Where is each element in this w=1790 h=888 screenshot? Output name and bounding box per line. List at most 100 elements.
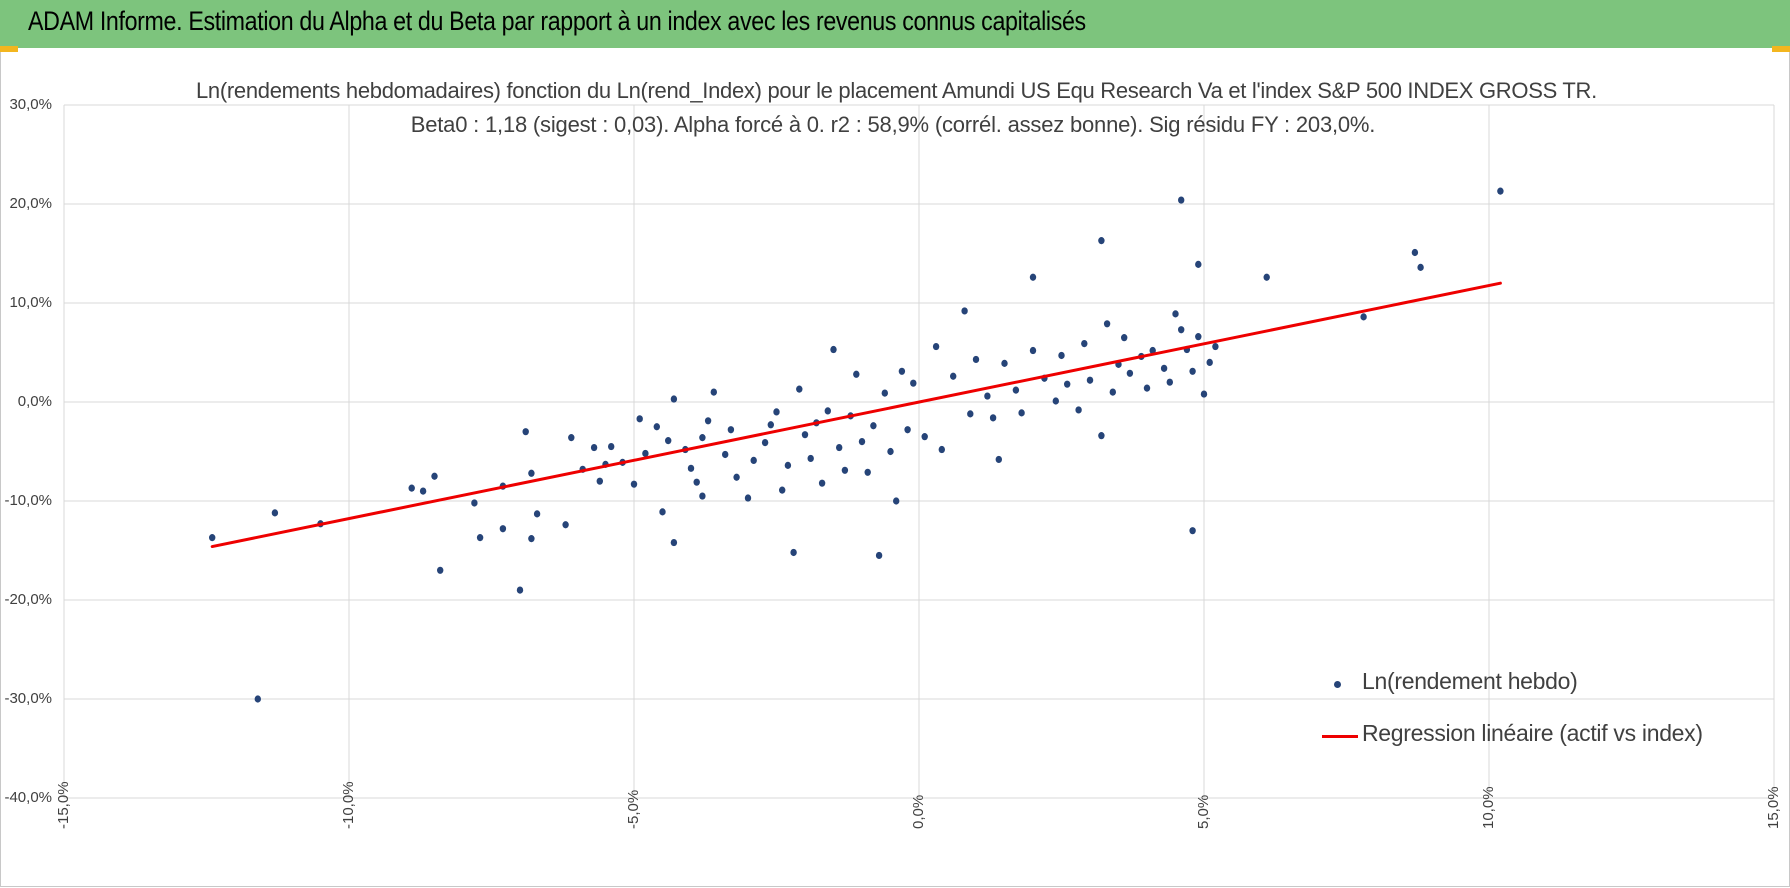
data-point (1081, 339, 1088, 348)
x-tick-label: -10,0% (340, 781, 357, 829)
data-point (699, 434, 706, 442)
data-point (864, 468, 871, 476)
x-tick-label: 15,0% (1765, 786, 1782, 829)
data-point (710, 388, 717, 396)
data-point (1064, 380, 1071, 388)
data-point (853, 370, 860, 378)
data-point (1058, 351, 1065, 360)
data-point (1206, 358, 1213, 366)
legend-label-line: Regression linéaire (actif vs index) (1362, 720, 1703, 746)
data-point (659, 508, 666, 516)
data-point (824, 407, 831, 415)
data-point (898, 367, 906, 375)
data-point (1172, 310, 1179, 318)
y-tick-label: 10,0% (9, 294, 52, 311)
data-point (961, 307, 968, 315)
data-point (875, 551, 883, 560)
y-tick-label: 30,0% (9, 96, 52, 113)
data-point (608, 442, 615, 451)
data-point (1160, 364, 1168, 372)
y-tick-label: -30,0% (4, 690, 52, 707)
regression-layer (210, 281, 1502, 549)
data-point (932, 342, 940, 351)
chart-title: Ln(rendements hebdomadaires) fonction du… (196, 78, 1597, 103)
data-point (858, 438, 866, 446)
corner-marker-right (1772, 46, 1790, 52)
data-point (830, 345, 837, 354)
data-point (1189, 527, 1196, 535)
data-point (1098, 237, 1105, 245)
data-point (722, 450, 729, 459)
data-point (254, 695, 261, 703)
data-point (653, 423, 660, 431)
data-point (568, 434, 575, 442)
data-point (1417, 263, 1424, 271)
data-point (773, 408, 780, 416)
data-point (1149, 346, 1156, 355)
data-point (1109, 388, 1117, 396)
data-point (750, 456, 757, 465)
data-point (761, 438, 769, 447)
x-tick-label: 0,0% (910, 794, 927, 829)
data-point (533, 510, 541, 518)
data-point (784, 461, 792, 469)
grid-layer (63, 104, 1775, 799)
data-point (984, 392, 991, 400)
data-point (1012, 386, 1020, 394)
data-point (790, 548, 797, 557)
data-point (528, 535, 535, 543)
data-point (471, 499, 478, 507)
data-point (950, 372, 957, 380)
data-point (744, 494, 752, 502)
y-tick-label: -20,0% (4, 591, 52, 608)
data-point (704, 417, 712, 425)
data-point (1166, 378, 1174, 386)
data-point (1001, 359, 1008, 367)
data-point (1086, 376, 1094, 384)
data-point (1098, 432, 1105, 440)
data-point (841, 466, 849, 474)
data-point (893, 497, 900, 505)
header-banner: ADAM Informe. Estimation du Alpha et du … (0, 0, 1790, 48)
x-tick-label: -15,0% (55, 781, 72, 829)
data-point (431, 472, 438, 480)
chart-frame (0, 52, 1790, 887)
data-point (1360, 313, 1367, 321)
data-point (801, 431, 809, 439)
data-point (516, 586, 524, 594)
data-point (727, 426, 735, 434)
y-tick-label: -40,0% (4, 789, 52, 806)
data-point (670, 538, 678, 547)
page-title: ADAM Informe. Estimation du Alpha et du … (28, 6, 1086, 36)
x-tick-label: -5,0% (625, 789, 642, 829)
data-point (1212, 342, 1219, 351)
data-point (209, 534, 216, 542)
data-point (733, 473, 740, 481)
corner-marker-left (0, 46, 18, 52)
data-point (1195, 260, 1202, 268)
data-point (1178, 326, 1185, 334)
data-point (870, 422, 877, 430)
data-point (910, 379, 917, 387)
data-point (271, 509, 279, 517)
legend-label-scatter: Ln(rendement hebdo) (1362, 668, 1578, 694)
legend-marker-line (1322, 735, 1358, 738)
data-point (596, 477, 603, 485)
data-point (408, 484, 415, 492)
data-point (887, 447, 894, 456)
data-point (562, 521, 569, 529)
data-point (437, 566, 444, 574)
data-point (1497, 187, 1504, 195)
data-point (1018, 409, 1025, 417)
data-point (687, 464, 695, 472)
data-point (1029, 273, 1037, 281)
x-tick-label: 10,0% (1480, 786, 1497, 829)
data-point (1189, 367, 1196, 375)
data-point (967, 410, 974, 418)
data-point (938, 445, 945, 454)
points-layer (209, 187, 1504, 703)
data-point (1143, 384, 1151, 392)
data-point (528, 469, 535, 477)
data-point (642, 449, 649, 458)
